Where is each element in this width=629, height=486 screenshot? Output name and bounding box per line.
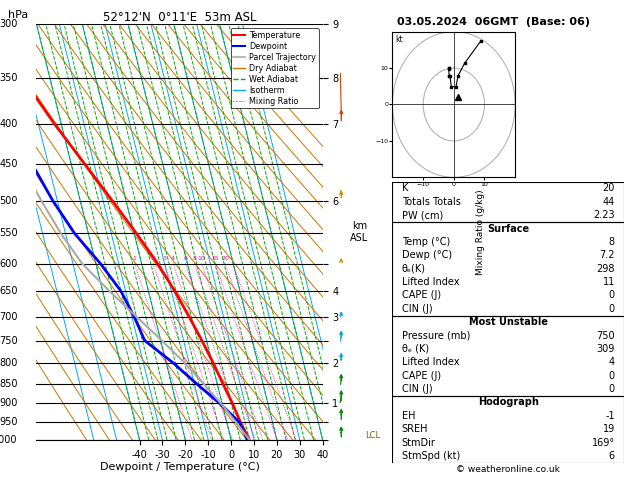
Text: 400: 400 bbox=[0, 119, 18, 129]
Text: 03.05.2024  06GMT  (Base: 06): 03.05.2024 06GMT (Base: 06) bbox=[398, 17, 590, 27]
Text: Pressure (mb): Pressure (mb) bbox=[402, 330, 470, 341]
Text: 300: 300 bbox=[0, 19, 18, 29]
Text: 600: 600 bbox=[0, 259, 18, 269]
Text: 700: 700 bbox=[0, 312, 18, 322]
Text: 2: 2 bbox=[151, 256, 155, 261]
Text: 19: 19 bbox=[603, 424, 615, 434]
Text: 850: 850 bbox=[0, 379, 18, 389]
Text: Hodograph: Hodograph bbox=[478, 398, 538, 407]
Text: StmSpd (kt): StmSpd (kt) bbox=[402, 451, 460, 461]
Text: 8: 8 bbox=[609, 237, 615, 247]
Text: CAPE (J): CAPE (J) bbox=[402, 371, 441, 381]
Text: Lifted Index: Lifted Index bbox=[402, 357, 459, 367]
Text: 350: 350 bbox=[0, 72, 18, 83]
Text: EH: EH bbox=[402, 411, 415, 421]
Text: 4: 4 bbox=[171, 256, 175, 261]
Text: LCL: LCL bbox=[365, 431, 381, 440]
Text: StmDir: StmDir bbox=[402, 437, 436, 448]
Text: 0: 0 bbox=[609, 384, 615, 394]
Bar bbox=[392, 396, 624, 463]
Text: CIN (J): CIN (J) bbox=[402, 304, 432, 314]
Text: Totals Totals: Totals Totals bbox=[402, 197, 460, 207]
Text: 1: 1 bbox=[133, 256, 136, 261]
Text: 750: 750 bbox=[0, 335, 18, 346]
Text: θₑ(K): θₑ(K) bbox=[402, 264, 426, 274]
Text: Mixing Ratio (g/kg): Mixing Ratio (g/kg) bbox=[476, 189, 484, 275]
Text: 0: 0 bbox=[609, 304, 615, 314]
Text: hPa: hPa bbox=[8, 10, 28, 20]
Text: 750: 750 bbox=[596, 330, 615, 341]
Text: CIN (J): CIN (J) bbox=[402, 384, 432, 394]
Text: 309: 309 bbox=[596, 344, 615, 354]
Text: -1: -1 bbox=[605, 411, 615, 421]
Bar bbox=[392, 315, 624, 396]
Text: 7.2: 7.2 bbox=[599, 250, 615, 260]
Text: 11: 11 bbox=[603, 277, 615, 287]
Text: Surface: Surface bbox=[487, 224, 529, 234]
Text: 20: 20 bbox=[603, 183, 615, 193]
Text: 44: 44 bbox=[603, 197, 615, 207]
Text: 450: 450 bbox=[0, 159, 18, 169]
Y-axis label: km
ASL: km ASL bbox=[350, 221, 369, 243]
Text: 8: 8 bbox=[192, 256, 196, 261]
Text: 800: 800 bbox=[0, 358, 18, 368]
Text: 4: 4 bbox=[609, 357, 615, 367]
Text: 0: 0 bbox=[609, 371, 615, 381]
Text: 1000: 1000 bbox=[0, 435, 18, 445]
Text: kt: kt bbox=[396, 35, 403, 44]
Text: θₑ (K): θₑ (K) bbox=[402, 344, 429, 354]
Bar bbox=[392, 222, 624, 315]
Text: 3: 3 bbox=[163, 256, 167, 261]
Title: 52°12'N  0°11'E  53m ASL: 52°12'N 0°11'E 53m ASL bbox=[103, 11, 257, 24]
Text: Most Unstable: Most Unstable bbox=[469, 317, 548, 327]
Text: 2.23: 2.23 bbox=[593, 210, 615, 220]
Text: 500: 500 bbox=[0, 195, 18, 206]
Text: Dewp (°C): Dewp (°C) bbox=[402, 250, 452, 260]
Legend: Temperature, Dewpoint, Parcel Trajectory, Dry Adiabat, Wet Adiabat, Isotherm, Mi: Temperature, Dewpoint, Parcel Trajectory… bbox=[231, 28, 319, 108]
Text: 10: 10 bbox=[198, 256, 206, 261]
Bar bbox=[392, 182, 624, 222]
Text: 298: 298 bbox=[596, 264, 615, 274]
Text: Temp (°C): Temp (°C) bbox=[402, 237, 450, 247]
Text: 0: 0 bbox=[609, 291, 615, 300]
Text: © weatheronline.co.uk: © weatheronline.co.uk bbox=[456, 465, 560, 474]
Text: 15: 15 bbox=[211, 256, 219, 261]
Text: 6: 6 bbox=[184, 256, 187, 261]
Text: 650: 650 bbox=[0, 286, 18, 296]
Text: 950: 950 bbox=[0, 417, 18, 427]
Text: 550: 550 bbox=[0, 228, 18, 239]
Text: SREH: SREH bbox=[402, 424, 428, 434]
Text: 900: 900 bbox=[0, 399, 18, 408]
Text: 20: 20 bbox=[221, 256, 229, 261]
Text: K: K bbox=[402, 183, 408, 193]
Text: 169°: 169° bbox=[592, 437, 615, 448]
Text: CAPE (J): CAPE (J) bbox=[402, 291, 441, 300]
Text: PW (cm): PW (cm) bbox=[402, 210, 443, 220]
X-axis label: Dewpoint / Temperature (°C): Dewpoint / Temperature (°C) bbox=[99, 462, 260, 472]
Text: Lifted Index: Lifted Index bbox=[402, 277, 459, 287]
Text: 6: 6 bbox=[609, 451, 615, 461]
